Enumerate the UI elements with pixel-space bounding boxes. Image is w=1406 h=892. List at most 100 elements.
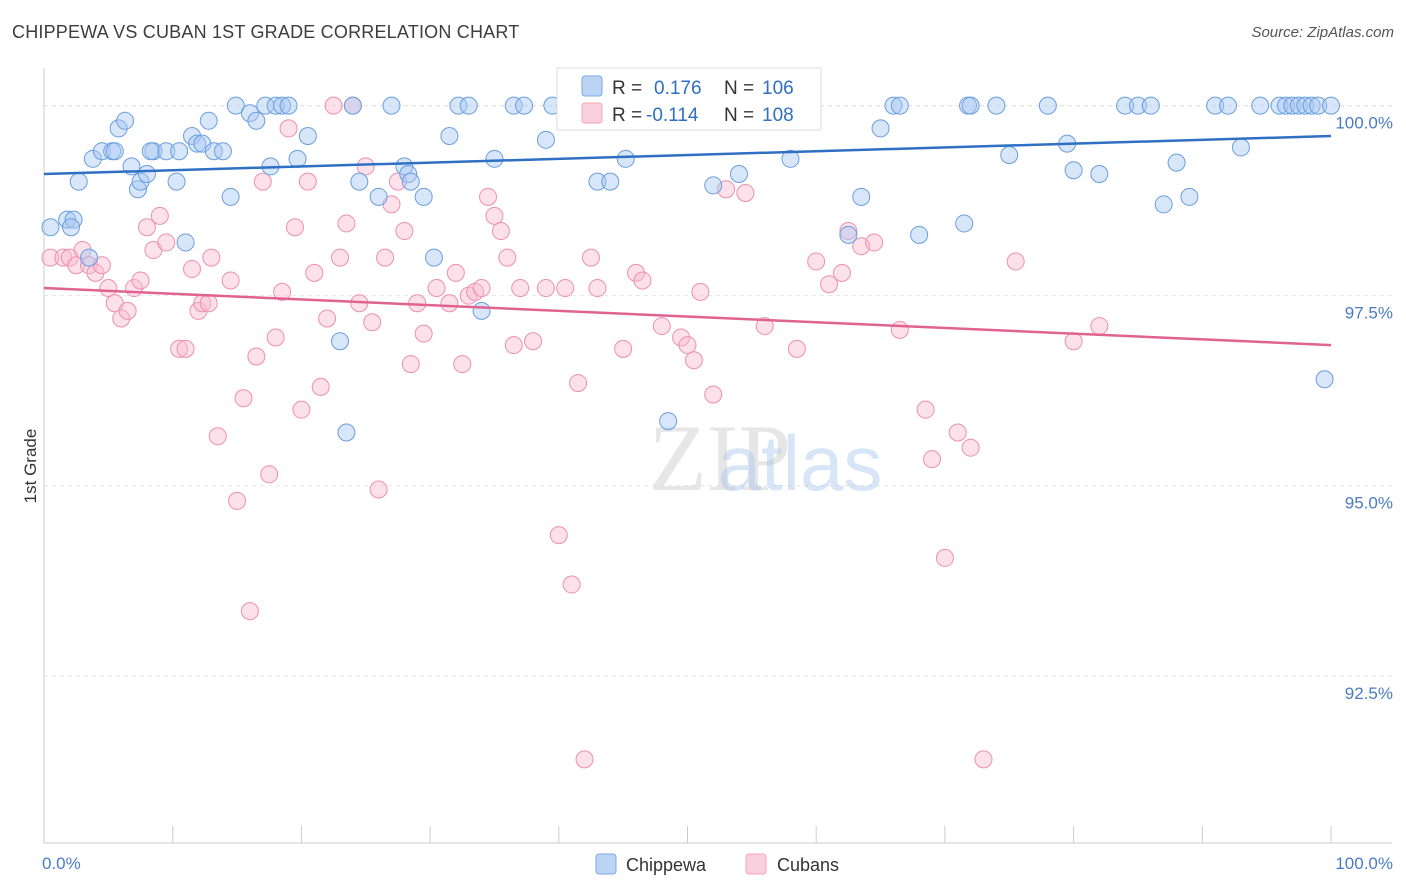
cubans-point (684, 351, 703, 370)
chippewa-point (331, 332, 350, 351)
cubans-point (376, 248, 395, 267)
chippewa-point (1251, 96, 1270, 115)
chippewa-point (105, 142, 124, 161)
chippewa-point (92, 142, 111, 161)
y-tick-label: 100.0% (1335, 114, 1393, 133)
watermark-atlas: atlas (718, 419, 883, 507)
chippewa-point (226, 96, 245, 115)
chippewa-point (401, 172, 420, 191)
cubans-point (787, 339, 806, 358)
chippewa-point (504, 96, 523, 115)
chippewa-point (729, 165, 748, 184)
chippewa-point (1283, 96, 1302, 115)
chippewa-point (170, 142, 189, 161)
cubans-point (581, 248, 600, 267)
chippewa-point (80, 248, 99, 267)
chippewa-point (515, 96, 534, 115)
cubans-point (704, 385, 723, 404)
chippewa-point (131, 172, 150, 191)
cubans-point (839, 222, 858, 241)
cubans-point (118, 301, 137, 320)
cubans-point (221, 271, 240, 290)
cubans-point (832, 263, 851, 282)
cubans-point (807, 252, 826, 271)
chippewa-point (781, 149, 800, 168)
r-value-cubans: -0.114 (646, 105, 699, 126)
chippewa-point (188, 134, 207, 153)
chippewa-point (221, 187, 240, 206)
y-axis-label: 1st Grade (21, 429, 40, 504)
cubans-point (672, 328, 691, 347)
cubans-point (170, 339, 189, 358)
legend-cubans-label: Cubans (777, 855, 839, 875)
chippewa-point (137, 165, 156, 184)
axes (43, 68, 1392, 844)
chippewa-point (871, 119, 890, 138)
legend-chippewa-label: Chippewa (626, 855, 707, 875)
cubans-point (691, 282, 710, 301)
cubans-point (755, 317, 774, 336)
cubans-point (80, 256, 99, 275)
chart-title: CHIPPEWA VS CUBAN 1ST GRADE CORRELATION … (12, 22, 520, 42)
chippewa-point (1289, 96, 1308, 115)
cubans-point (331, 248, 350, 267)
chippewa-point (1296, 96, 1315, 115)
cubans-point (736, 184, 755, 203)
cubans-point (1006, 252, 1025, 271)
chippewa-point (350, 172, 369, 191)
y-tick-label: 97.5% (1345, 304, 1393, 323)
cubans-point (240, 602, 259, 621)
cubans-point (208, 427, 227, 446)
cubans-point (131, 271, 150, 290)
chippewa-point (890, 96, 909, 115)
cubans-point (41, 248, 60, 267)
chippewa-point (852, 187, 871, 206)
chippewa-point (176, 233, 195, 252)
chippewa-point (601, 172, 620, 191)
cubans-point (285, 218, 304, 237)
n-value-chippewa: 106 (762, 78, 794, 99)
chippewa-point (1206, 96, 1225, 115)
chippewa-point (704, 176, 723, 195)
n-label-cubans: N = (724, 105, 754, 126)
chippewa-point (961, 96, 980, 115)
chippewa-point (1322, 96, 1340, 115)
chippewa-point (141, 142, 160, 161)
cubans-point (234, 389, 253, 408)
watermark: ZIP (649, 405, 792, 511)
cubans-point (974, 750, 993, 769)
chippewa-point (440, 127, 459, 146)
cubans-point (183, 260, 202, 279)
chippewa-point (1064, 161, 1083, 180)
cubans-point (318, 309, 337, 328)
cubans-point (199, 294, 218, 313)
cubans-point (524, 332, 543, 351)
chippewa-point (69, 172, 88, 191)
cubans-point (536, 279, 555, 298)
chippewa-point (414, 187, 433, 206)
chippewa-point (247, 111, 266, 130)
y-tick-label: 95.0% (1345, 494, 1393, 513)
chippewa-point (987, 96, 1006, 115)
cubans-swatch (581, 102, 603, 124)
cubans-point (504, 336, 523, 355)
chippewa-point (1219, 96, 1238, 115)
chippewa-point (116, 111, 135, 130)
chippewa-point (1038, 96, 1057, 115)
cubans-point (1090, 317, 1109, 336)
chippewa-point (1141, 96, 1160, 115)
cubans-point (511, 279, 530, 298)
chippewa-point (1309, 96, 1328, 115)
cubans-point (401, 355, 420, 374)
cubans-point (363, 313, 382, 332)
cubans-point (298, 172, 317, 191)
cubans-point (627, 263, 646, 282)
chippewa-point (449, 96, 468, 115)
cubans-point (916, 400, 935, 419)
chippewa-point (884, 96, 903, 115)
chippewa-point (288, 149, 307, 168)
cubans-point (395, 222, 414, 241)
cubans-point (337, 214, 356, 233)
cubans-point (575, 750, 594, 769)
cubans-trend-line (43, 286, 1332, 347)
